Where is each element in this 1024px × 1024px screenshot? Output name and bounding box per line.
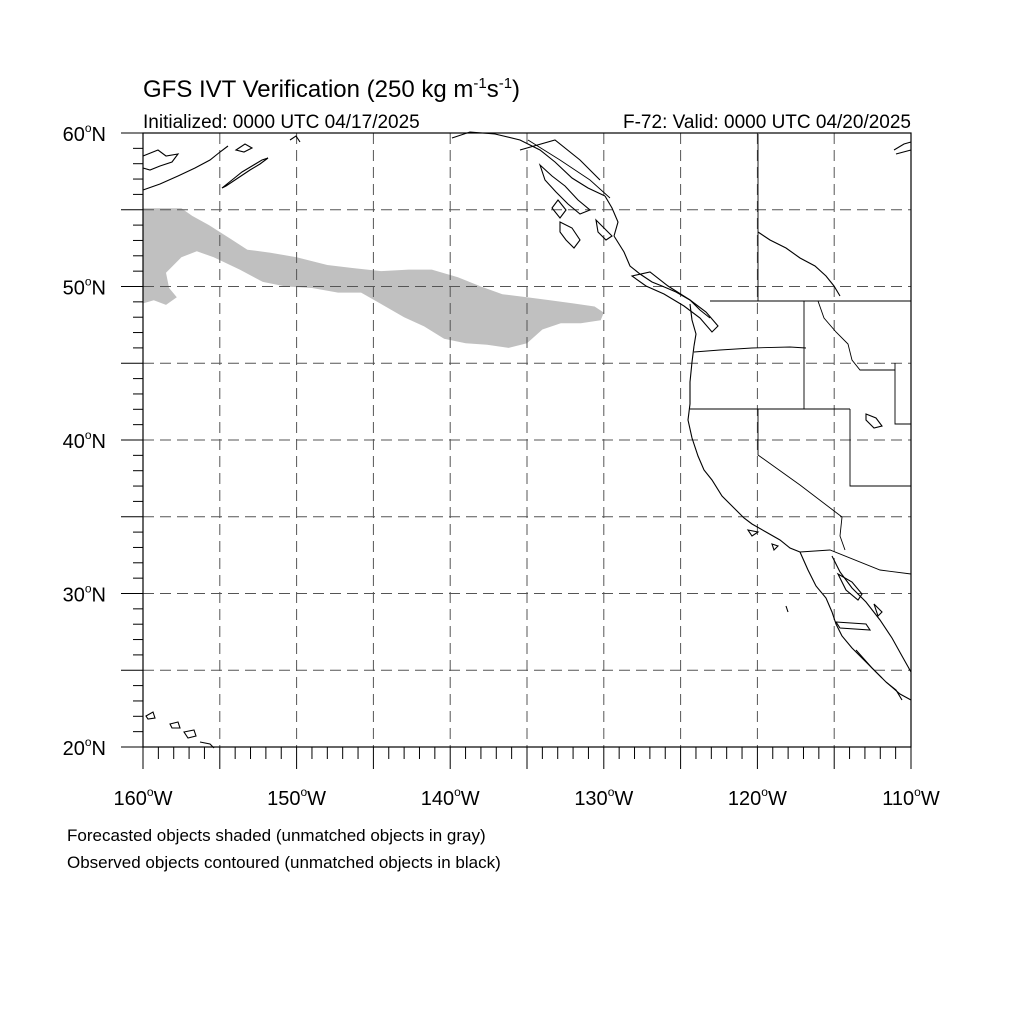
- lon-label: 120oW: [728, 785, 787, 810]
- lat-label: 20oN: [63, 735, 106, 760]
- lon-label: 160oW: [114, 785, 173, 810]
- lat-label: 60oN: [63, 121, 106, 146]
- lat-label: 50oN: [63, 275, 106, 300]
- longitude-labels: 160oW 150oW 140oW 130oW 120oW 110oW: [114, 785, 940, 810]
- observed-footnote: Observed objects contoured (unmatched ob…: [67, 853, 501, 872]
- gridlines: [143, 133, 911, 747]
- valid-time-label: F-72: Valid: 0000 UTC 04/20/2025: [623, 112, 911, 133]
- lon-label: 150oW: [267, 785, 326, 810]
- lat-label: 30oN: [63, 582, 106, 607]
- lat-label: 40oN: [63, 428, 106, 453]
- map-title: GFS IVT Verification (250 kg m-1s-1): [143, 75, 520, 103]
- latitude-labels: 60oN 50oN 40oN 30oN 20oN: [63, 121, 106, 760]
- lon-label: 130oW: [574, 785, 633, 810]
- lon-label: 110oW: [882, 785, 940, 810]
- forecast-footnote: Forecasted objects shaded (unmatched obj…: [67, 826, 486, 845]
- lon-label: 140oW: [421, 785, 480, 810]
- political-boundaries: [527, 134, 912, 575]
- initialized-label: Initialized: 0000 UTC 04/17/2025: [143, 112, 420, 133]
- axis-ticks: [121, 132, 912, 769]
